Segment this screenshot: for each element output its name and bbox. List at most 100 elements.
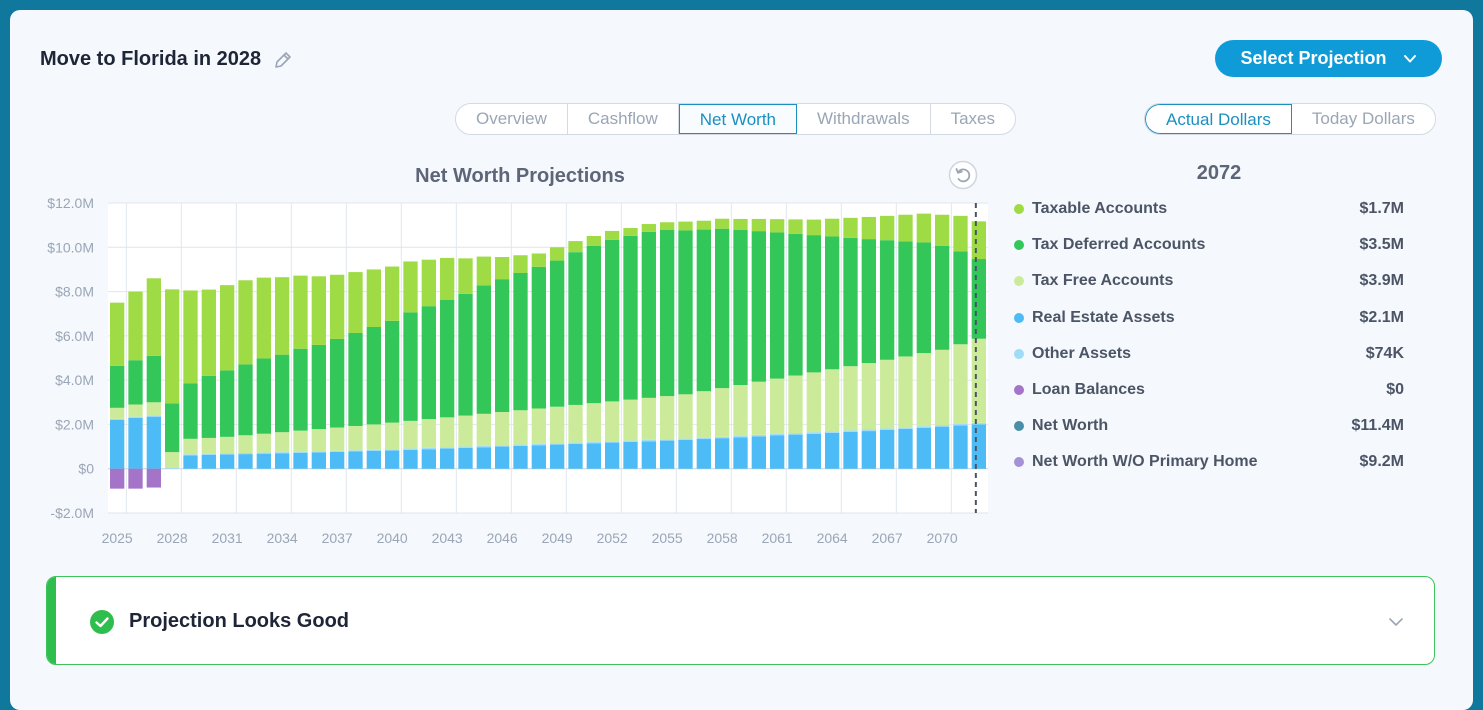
bar-segment-tax_free-2046[interactable]	[495, 412, 510, 446]
bar-segment-other-2028[interactable]	[165, 467, 180, 469]
bar-segment-taxable-2034[interactable]	[275, 277, 290, 355]
bar-segment-tax_deferred-2064[interactable]	[825, 236, 840, 370]
bar-segment-tax_free-2037[interactable]	[330, 427, 345, 451]
bar-segment-tax_deferred-2040[interactable]	[385, 320, 400, 423]
bar-segment-tax_deferred-2066[interactable]	[861, 239, 876, 364]
bar-segment-taxable-2067[interactable]	[880, 215, 895, 241]
bar-segment-taxable-2042[interactable]	[421, 259, 436, 307]
bar-segment-tax_free-2032[interactable]	[238, 435, 253, 453]
bar-segment-real_estate-2072[interactable]	[971, 424, 986, 469]
bar-segment-real_estate-2048[interactable]	[531, 445, 546, 469]
bar-segment-taxable-2041[interactable]	[403, 261, 418, 313]
tab-net-worth[interactable]: Net Worth	[678, 104, 797, 134]
bar-segment-tax_free-2069[interactable]	[916, 353, 931, 427]
bar-segment-other-2029[interactable]	[183, 454, 198, 456]
bar-segment-real_estate-2067[interactable]	[880, 429, 895, 469]
bar-segment-real_estate-2041[interactable]	[403, 449, 418, 469]
bar-segment-other-2040[interactable]	[385, 449, 400, 451]
bar-segment-real_estate-2045[interactable]	[476, 447, 491, 469]
bar-segment-tax_deferred-2069[interactable]	[916, 242, 931, 354]
select-projection-button[interactable]: Select Projection	[1215, 40, 1442, 77]
bar-segment-taxable-2070[interactable]	[935, 214, 950, 246]
bar-segment-tax_free-2033[interactable]	[256, 433, 271, 453]
bar-segment-tax_free-2042[interactable]	[421, 419, 436, 448]
bar-segment-taxable-2056[interactable]	[678, 221, 693, 231]
bar-segment-tax_deferred-2048[interactable]	[531, 266, 546, 409]
bar-segment-tax_deferred-2041[interactable]	[403, 312, 418, 421]
bar-segment-taxable-2037[interactable]	[330, 274, 345, 339]
bar-segment-other-2026[interactable]	[128, 416, 143, 418]
bar-segment-tax_deferred-2026[interactable]	[128, 360, 143, 405]
net-worth-chart[interactable]: -$2.0M $0 $2.0M $4.0M $6.0M $8.0M $10.0M $12.0M…	[10, 10, 1010, 570]
bar-segment-tax_free-2030[interactable]	[201, 437, 216, 454]
bar-segment-taxable-2036[interactable]	[311, 276, 326, 345]
bar-segment-taxable-2053[interactable]	[623, 228, 638, 236]
bar-segment-tax_deferred-2068[interactable]	[898, 241, 913, 357]
bar-segment-real_estate-2049[interactable]	[550, 444, 565, 469]
bar-segment-taxable-2033[interactable]	[256, 277, 271, 359]
bar-segment-other-2062[interactable]	[788, 433, 803, 435]
bar-segment-other-2068[interactable]	[898, 427, 913, 429]
bar-segment-tax_deferred-2058[interactable]	[715, 228, 730, 389]
bar-segment-real_estate-2040[interactable]	[385, 450, 400, 469]
bar-segment-other-2052[interactable]	[605, 441, 620, 443]
bar-segment-taxable-2059[interactable]	[733, 218, 748, 231]
bar-segment-tax_free-2043[interactable]	[440, 417, 455, 448]
bar-segment-tax_free-2028[interactable]	[165, 452, 180, 468]
actual-dollars-option[interactable]: Actual Dollars	[1145, 104, 1292, 134]
legend-item-net-worth[interactable]: Net Worth $11.4M	[1014, 408, 1404, 444]
bar-segment-other-2057[interactable]	[696, 437, 711, 440]
bar-segment-taxable-2068[interactable]	[898, 214, 913, 242]
bar-segment-tax_deferred-2057[interactable]	[696, 229, 711, 392]
bar-segment-real_estate-2055[interactable]	[660, 440, 675, 469]
bar-segment-real_estate-2038[interactable]	[348, 451, 363, 469]
legend-item-real-estate[interactable]: Real Estate Assets $2.1M	[1014, 300, 1404, 336]
bar-segment-taxable-2035[interactable]	[293, 275, 308, 349]
bar-segment-tax_free-2057[interactable]	[696, 391, 711, 438]
bar-segment-tax_free-2072[interactable]	[971, 338, 986, 423]
bar-segment-other-2045[interactable]	[476, 445, 491, 448]
bar-segment-real_estate-2058[interactable]	[715, 438, 730, 469]
bar-segment-tax_free-2068[interactable]	[898, 356, 913, 428]
bar-segment-tax_free-2058[interactable]	[715, 388, 730, 437]
bar-segment-real_estate-2068[interactable]	[898, 428, 913, 469]
bar-segment-real_estate-2054[interactable]	[641, 441, 656, 469]
bar-segment-other-2067[interactable]	[880, 428, 895, 430]
bar-segment-tax_free-2055[interactable]	[660, 396, 675, 440]
bar-segment-tax_deferred-2067[interactable]	[880, 240, 895, 360]
bar-segment-taxable-2029[interactable]	[183, 290, 198, 384]
bar-segment-taxable-2025[interactable]	[110, 302, 125, 366]
bar-segment-other-2055[interactable]	[660, 439, 675, 441]
bar-segment-other-2070[interactable]	[935, 425, 950, 427]
bar-segment-tax_deferred-2070[interactable]	[935, 245, 950, 350]
bar-segment-other-2047[interactable]	[513, 444, 528, 446]
bar-segment-tax_deferred-2061[interactable]	[770, 232, 785, 379]
bar-segment-other-2036[interactable]	[311, 451, 326, 453]
bar-segment-real_estate-2027[interactable]	[146, 416, 161, 469]
tab-taxes[interactable]: Taxes	[950, 109, 996, 128]
bar-segment-tax_deferred-2025[interactable]	[110, 365, 125, 408]
bar-segment-tax_free-2052[interactable]	[605, 401, 620, 442]
bar-segment-taxable-2063[interactable]	[806, 219, 821, 236]
projection-status-panel[interactable]: Projection Looks Good	[46, 576, 1435, 665]
bar-segment-tax_deferred-2050[interactable]	[568, 252, 583, 405]
bar-segment-tax_deferred-2060[interactable]	[751, 231, 766, 382]
bar-segment-loan-2026[interactable]	[128, 468, 143, 489]
bar-segment-taxable-2052[interactable]	[605, 230, 620, 240]
bar-segment-tax_free-2048[interactable]	[531, 408, 546, 444]
bar-segment-real_estate-2056[interactable]	[678, 439, 693, 469]
bar-segment-tax_deferred-2046[interactable]	[495, 279, 510, 413]
bar-segment-taxable-2031[interactable]	[220, 285, 235, 371]
bar-segment-real_estate-2032[interactable]	[238, 454, 253, 469]
bar-segment-tax_free-2025[interactable]	[110, 407, 125, 419]
bar-segment-other-2061[interactable]	[770, 433, 785, 436]
bar-segment-tax_free-2071[interactable]	[953, 344, 968, 424]
bar-segment-tax_deferred-2027[interactable]	[146, 355, 161, 403]
bar-segment-real_estate-2060[interactable]	[751, 436, 766, 469]
bar-segment-real_estate-2039[interactable]	[366, 451, 381, 469]
bar-segment-tax_deferred-2059[interactable]	[733, 230, 748, 386]
today-dollars-option[interactable]: Today Dollars	[1311, 109, 1415, 128]
bar-segment-tax_free-2038[interactable]	[348, 425, 363, 451]
bar-segment-tax_free-2059[interactable]	[733, 385, 748, 436]
bar-segment-real_estate-2062[interactable]	[788, 434, 803, 469]
